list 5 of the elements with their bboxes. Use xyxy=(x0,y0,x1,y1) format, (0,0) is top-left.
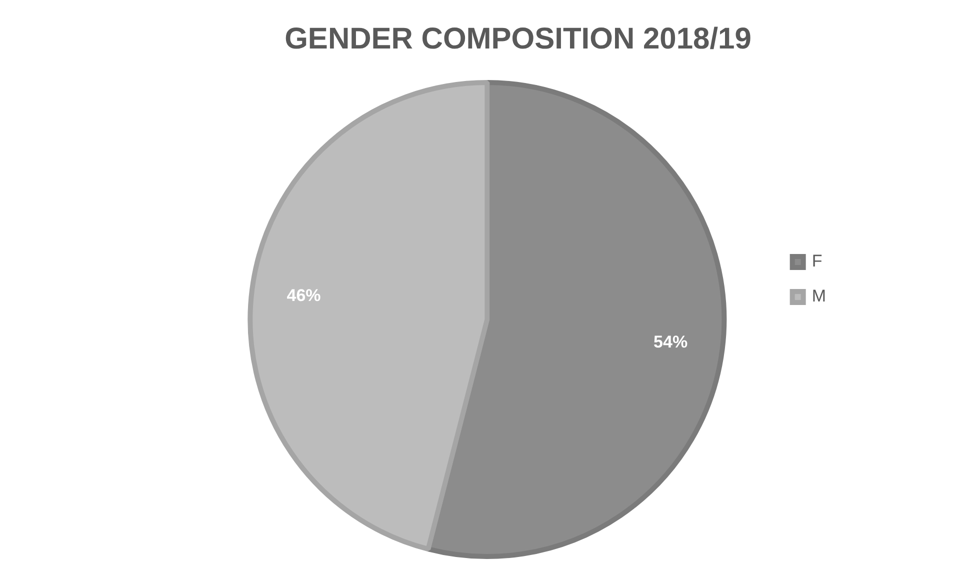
legend-label: F xyxy=(812,252,822,271)
data-label: 46% xyxy=(286,286,321,306)
data-label: 54% xyxy=(654,332,688,352)
chart-title: GENDER COMPOSITION 2018/19 xyxy=(284,22,752,56)
legend-label: M xyxy=(812,286,826,306)
